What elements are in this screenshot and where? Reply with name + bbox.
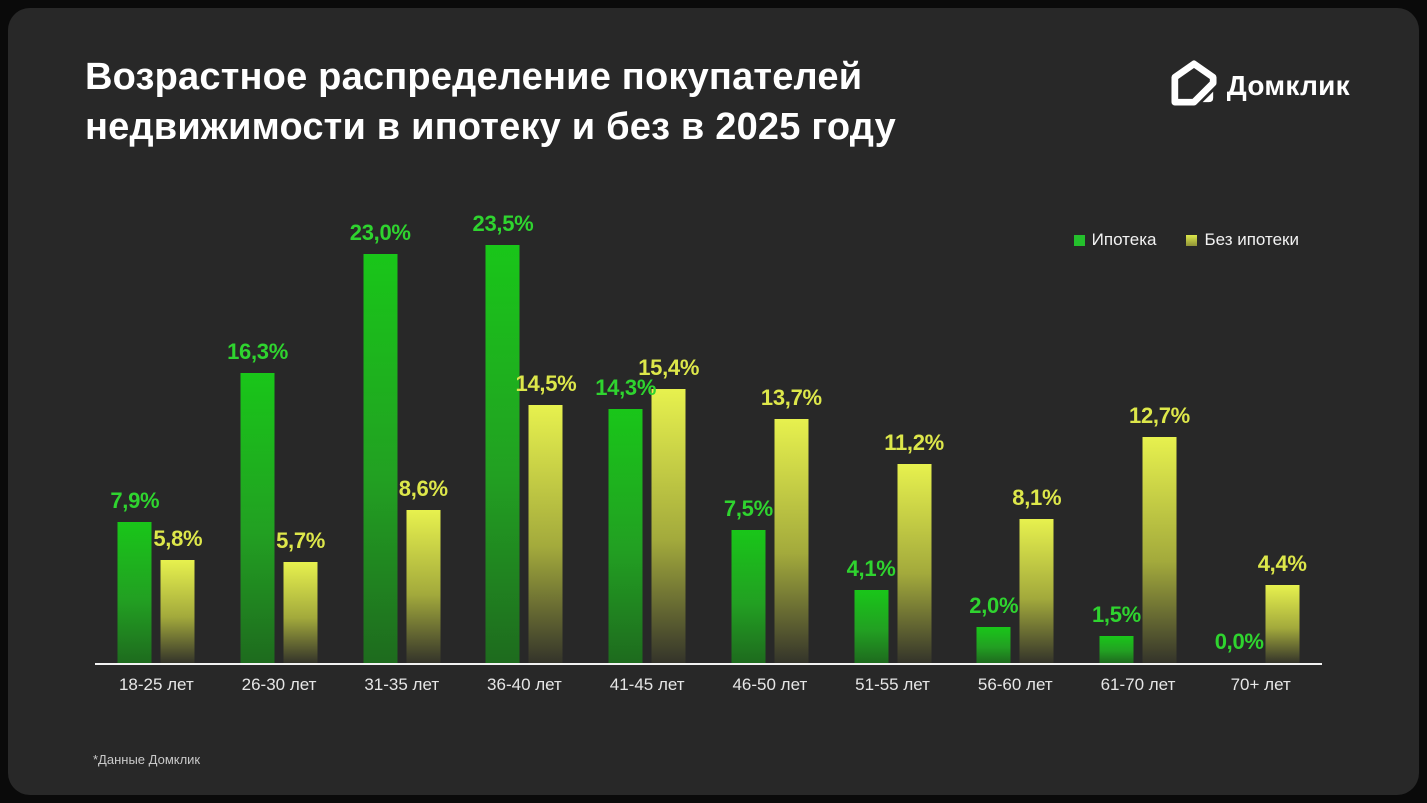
bar-group: 2,0% 8,1% bbox=[954, 235, 1077, 663]
bar-ipoteka bbox=[731, 529, 766, 663]
value-label-ipoteka: 14,3% bbox=[595, 374, 657, 400]
category-label: 26-30 лет bbox=[241, 675, 317, 694]
legend-label-bez-ipoteki: Без ипотеки bbox=[1204, 230, 1299, 249]
bar-ipoteka bbox=[363, 253, 398, 663]
category-label: 46-50 лет bbox=[732, 675, 808, 694]
x-axis-line bbox=[95, 663, 1322, 665]
value-label-ipoteka: 1,5% bbox=[1091, 602, 1141, 628]
bar-bez-ipoteki bbox=[651, 389, 686, 663]
bar-group: 0,0% 4,4% bbox=[1199, 235, 1322, 663]
bar-pair bbox=[976, 518, 1054, 663]
value-label-bez-ipoteki: 15,4% bbox=[638, 355, 700, 381]
bar-bez-ipoteki bbox=[406, 510, 441, 663]
value-label-ipoteka: 23,5% bbox=[472, 210, 534, 236]
bar-pair bbox=[731, 419, 809, 663]
bar-group: 14,3% 15,4% bbox=[586, 235, 709, 663]
bar-bez-ipoteki bbox=[528, 405, 563, 663]
bar-group: 23,5% 14,5% bbox=[463, 211, 586, 663]
value-label-ipoteka: 0,0% bbox=[1214, 629, 1264, 654]
bar-group: 4,1% 11,2% bbox=[831, 235, 954, 663]
category-label: 56-60 лет bbox=[977, 675, 1053, 694]
value-label-ipoteka: 23,0% bbox=[349, 219, 411, 245]
bar-pair bbox=[1222, 584, 1300, 663]
bar-pair bbox=[854, 463, 932, 663]
bar-bez-ipoteki bbox=[897, 463, 932, 663]
x-axis-labels: 18-25 лет 26-30 лет 31-35 лет 36-40 лет 41-4… bbox=[95, 675, 1322, 695]
title-line-1: Возрастное распределение покупателей bbox=[85, 56, 863, 98]
bar-chart-plot-area: 7,9% 5,8% 16,3% 5,7% 23,0% 8,6% 23,5% 14,5% 14,3… bbox=[95, 211, 1322, 663]
domclick-house-icon bbox=[1171, 60, 1217, 111]
legend-item-ipoteka: Ипотека bbox=[1073, 230, 1157, 250]
bar-pair bbox=[363, 253, 441, 663]
category-label: 41-45 лет bbox=[609, 675, 685, 694]
category-label: 61-70 лет bbox=[1100, 675, 1176, 694]
chart-legend: Ипотека Без ипотеки bbox=[1073, 230, 1299, 250]
bar-ipoteka bbox=[485, 244, 520, 663]
bar-group: 23,0% 8,6% bbox=[340, 220, 463, 663]
category-label: 18-25 лет bbox=[118, 675, 194, 694]
value-label-bez-ipoteki: 4,4% bbox=[1257, 550, 1307, 576]
bar-group: 1,5% 12,7% bbox=[1077, 235, 1200, 663]
category-label: 51-55 лет bbox=[855, 675, 930, 694]
footnote: *Данные Домклик bbox=[93, 752, 201, 767]
bar-pair bbox=[485, 244, 563, 663]
value-label-bez-ipoteki: 12,7% bbox=[1129, 403, 1190, 429]
bar-pair bbox=[608, 389, 686, 663]
value-label-ipoteka: 4,1% bbox=[846, 556, 896, 582]
category-label: 31-35 лет bbox=[364, 675, 440, 694]
category-label: 36-40 лет bbox=[487, 675, 562, 694]
legend-item-bez-ipoteki: Без ипотеки bbox=[1186, 230, 1299, 250]
bar-ipoteka bbox=[608, 408, 643, 663]
logo-text: Домклик bbox=[1226, 69, 1350, 101]
bar-pair bbox=[1099, 437, 1177, 663]
bar-ipoteka bbox=[854, 590, 889, 663]
infographic-panel: Возрастное распределение покупателей нед… bbox=[8, 8, 1419, 795]
value-label-bez-ipoteki: 5,8% bbox=[153, 525, 203, 551]
bar-bez-ipoteki bbox=[774, 419, 809, 663]
title-line-2: недвижимости в ипотеку и без в 2025 году bbox=[85, 106, 896, 148]
bar-group: 16,3% 5,7% bbox=[218, 235, 341, 663]
value-label-ipoteka: 7,5% bbox=[723, 495, 773, 521]
value-label-bez-ipoteki: 8,6% bbox=[398, 476, 448, 502]
bar-bez-ipoteki bbox=[160, 559, 195, 663]
bar-ipoteka bbox=[976, 627, 1011, 663]
bar-bez-ipoteki bbox=[1019, 518, 1054, 663]
category-label: 70+ лет bbox=[1230, 675, 1291, 694]
legend-swatch-yellow-icon bbox=[1186, 234, 1198, 246]
value-label-bez-ipoteki: 13,7% bbox=[760, 385, 822, 411]
value-label-ipoteka: 2,0% bbox=[969, 593, 1019, 619]
bar-bez-ipoteki bbox=[1265, 584, 1300, 663]
bar-ipoteka bbox=[1099, 636, 1134, 663]
page-title: Возрастное распределение покупателей нед… bbox=[85, 52, 896, 152]
bar-ipoteka bbox=[240, 373, 275, 663]
bar-bez-ipoteki bbox=[283, 561, 318, 663]
bar-pair bbox=[240, 373, 318, 663]
bar-group: 7,5% 13,7% bbox=[709, 235, 832, 663]
value-label-ipoteka: 16,3% bbox=[227, 339, 288, 365]
value-label-bez-ipoteki: 11,2% bbox=[884, 429, 944, 455]
value-label-ipoteka: 7,9% bbox=[110, 488, 160, 514]
value-label-bez-ipoteki: 5,7% bbox=[276, 527, 326, 553]
legend-swatch-green-icon bbox=[1073, 234, 1085, 246]
legend-label-ipoteka: Ипотека bbox=[1091, 230, 1157, 249]
bar-ipoteka bbox=[117, 522, 152, 663]
domclick-logo: Домклик bbox=[1171, 60, 1350, 111]
value-label-bez-ipoteki: 14,5% bbox=[515, 371, 577, 397]
bar-group: 7,9% 5,8% bbox=[95, 235, 218, 663]
bar-pair bbox=[117, 522, 195, 663]
value-label-bez-ipoteki: 8,1% bbox=[1012, 484, 1062, 510]
bar-bez-ipoteki bbox=[1142, 437, 1177, 663]
